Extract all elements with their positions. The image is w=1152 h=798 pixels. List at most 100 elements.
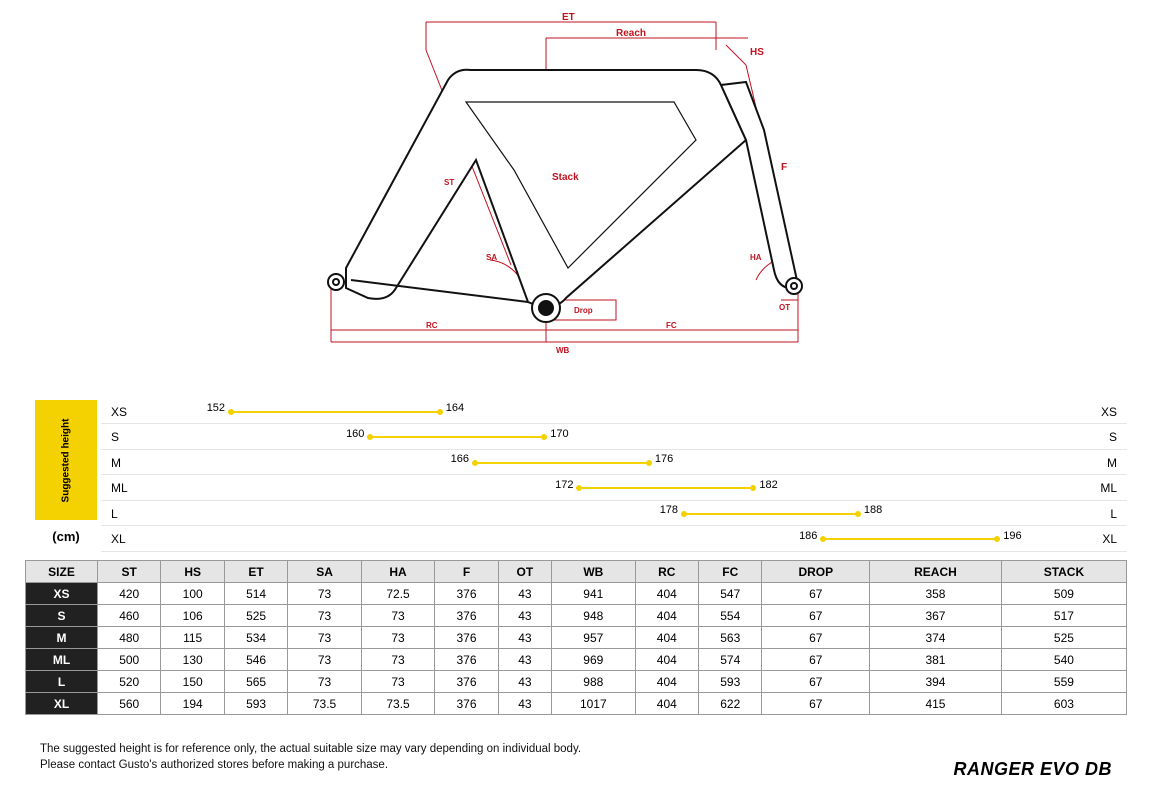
geometry-col-st: ST xyxy=(98,561,161,583)
geometry-cell: 404 xyxy=(635,649,698,671)
geometry-size-cell: L xyxy=(26,671,98,693)
diagram-label-f: F xyxy=(781,162,787,173)
table-row: M48011553473733764395740456367374525 xyxy=(26,627,1127,649)
geometry-cell: 376 xyxy=(435,649,498,671)
geometry-cell: 374 xyxy=(870,627,1002,649)
height-range-bar xyxy=(231,411,440,413)
height-range-lo: 160 xyxy=(346,428,364,440)
table-row: XS4201005147372.53764394140454767358509 xyxy=(26,583,1127,605)
geometry-cell: 73 xyxy=(288,649,361,671)
height-range-bar xyxy=(475,462,649,464)
geometry-cell: 514 xyxy=(224,583,287,605)
geometry-cell: 559 xyxy=(1001,671,1126,693)
geometry-cell: 67 xyxy=(762,671,870,693)
footer-line-2: Please contact Gusto's authorized stores… xyxy=(40,758,581,774)
height-range-lo: 178 xyxy=(660,504,678,516)
geometry-table: SIZESTHSETSAHAFOTWBRCFCDROPREACHSTACK XS… xyxy=(25,560,1127,715)
geometry-cell: 415 xyxy=(870,693,1002,715)
height-size-label: XS xyxy=(111,405,127,419)
geometry-cell: 534 xyxy=(224,627,287,649)
geometry-col-ha: HA xyxy=(361,561,434,583)
geometry-size-cell: S xyxy=(26,605,98,627)
diagram-label-st: ST xyxy=(444,178,454,187)
table-row: XL56019459373.573.5376431017404622674156… xyxy=(26,693,1127,715)
height-range-bar xyxy=(684,513,858,515)
geometry-cell: 115 xyxy=(161,627,224,649)
geometry-cell: 73 xyxy=(361,605,434,627)
height-size-label: ML xyxy=(1100,481,1117,495)
geometry-col-drop: DROP xyxy=(762,561,870,583)
diagram-label-ha: HA xyxy=(750,253,762,262)
height-range-hi: 170 xyxy=(550,428,568,440)
geometry-cell: 404 xyxy=(635,671,698,693)
geometry-cell: 73.5 xyxy=(288,693,361,715)
height-size-label: S xyxy=(111,430,119,444)
geometry-cell: 969 xyxy=(552,649,636,671)
geometry-col-f: F xyxy=(435,561,498,583)
geometry-cell: 546 xyxy=(224,649,287,671)
geometry-cell: 358 xyxy=(870,583,1002,605)
height-size-label: XL xyxy=(111,532,126,546)
height-row-s: S 160 170 S xyxy=(101,426,1127,450)
geometry-cell: 420 xyxy=(98,583,161,605)
geometry-size-cell: ML xyxy=(26,649,98,671)
footer-line-1: The suggested height is for reference on… xyxy=(40,742,581,758)
geometry-cell: 500 xyxy=(98,649,161,671)
geometry-col-wb: WB xyxy=(552,561,636,583)
height-range-hi: 196 xyxy=(1003,530,1021,542)
table-row: L52015056573733764398840459367394559 xyxy=(26,671,1127,693)
height-size-label: L xyxy=(1110,507,1117,521)
height-size-label: XS xyxy=(1101,405,1117,419)
diagram-label-ot: OT xyxy=(779,303,790,312)
geometry-cell: 509 xyxy=(1001,583,1126,605)
geometry-cell: 593 xyxy=(224,693,287,715)
geometry-cell: 43 xyxy=(498,583,551,605)
geometry-col-hs: HS xyxy=(161,561,224,583)
geometry-col-stack: STACK xyxy=(1001,561,1126,583)
diagram-label-reach: Reach xyxy=(616,28,646,39)
geometry-cell: 194 xyxy=(161,693,224,715)
geometry-cell: 404 xyxy=(635,605,698,627)
diagram-label-fc: FC xyxy=(666,321,677,330)
geometry-size-cell: XL xyxy=(26,693,98,715)
geometry-cell: 376 xyxy=(435,583,498,605)
height-size-label: L xyxy=(111,507,118,521)
geometry-cell: 100 xyxy=(161,583,224,605)
diagram-label-sa: SA xyxy=(486,253,497,262)
height-size-label: XL xyxy=(1102,532,1117,546)
diagram-label-wb: WB xyxy=(556,346,570,355)
geometry-cell: 367 xyxy=(870,605,1002,627)
table-row: S46010652573733764394840455467367517 xyxy=(26,605,1127,627)
geometry-cell: 603 xyxy=(1001,693,1126,715)
geometry-col-fc: FC xyxy=(699,561,762,583)
geometry-col-sa: SA xyxy=(288,561,361,583)
geometry-cell: 106 xyxy=(161,605,224,627)
geometry-cell: 73 xyxy=(361,627,434,649)
geometry-col-rc: RC xyxy=(635,561,698,583)
height-range-lo: 152 xyxy=(207,402,225,414)
geometry-cell: 540 xyxy=(1001,649,1126,671)
height-row-ml: ML172182ML xyxy=(101,477,1127,501)
height-range-lo: 186 xyxy=(799,530,817,542)
geometry-cell: 560 xyxy=(98,693,161,715)
geometry-cell: 404 xyxy=(635,627,698,649)
geometry-diagram: ET Reach HS F Stack ST SA HA Drop OT RC … xyxy=(276,10,876,370)
geometry-cell: 130 xyxy=(161,649,224,671)
geometry-cell: 67 xyxy=(762,627,870,649)
height-range-bar xyxy=(579,487,753,489)
height-size-label: S xyxy=(1109,430,1117,444)
height-range-bar xyxy=(823,538,997,540)
height-range-lo: 172 xyxy=(555,479,573,491)
geometry-cell: 593 xyxy=(699,671,762,693)
footer-note: The suggested height is for reference on… xyxy=(40,742,581,773)
height-range-lo: 166 xyxy=(451,453,469,465)
geometry-size-cell: M xyxy=(26,627,98,649)
geometry-cell: 73 xyxy=(288,671,361,693)
geometry-col-ot: OT xyxy=(498,561,551,583)
geometry-cell: 72.5 xyxy=(361,583,434,605)
geometry-cell: 73.5 xyxy=(361,693,434,715)
geometry-cell: 376 xyxy=(435,671,498,693)
height-range-hi: 188 xyxy=(864,504,882,516)
geometry-cell: 480 xyxy=(98,627,161,649)
geometry-cell: 565 xyxy=(224,671,287,693)
